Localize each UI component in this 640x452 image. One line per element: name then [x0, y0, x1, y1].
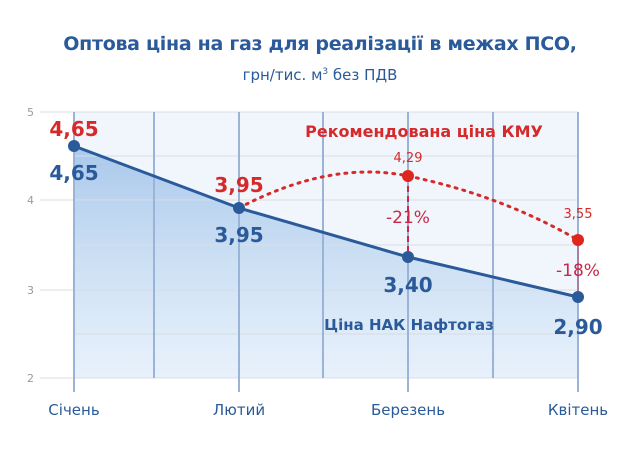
price-area-fill: [74, 146, 578, 378]
subtitle-suffix: без ПДВ: [328, 66, 398, 84]
point-naftogaz-lyutyi: [233, 202, 245, 214]
annotation-pct-berezen: -21%: [386, 208, 430, 228]
point-naftogaz-sichen: [68, 140, 80, 152]
subtitle-superscript: 3: [322, 67, 329, 77]
point-kmu-kviten: [572, 234, 584, 246]
label-kmu-berezen: 4,29: [394, 151, 423, 166]
x-tick-lyutyi: Лютий: [213, 401, 265, 419]
y-tick-4: 4: [27, 194, 34, 207]
label-naftogaz-sichen: 4,65: [49, 161, 98, 185]
naftogaz-price-line: [73, 144, 579, 299]
label-naftogaz-berezen: 3,40: [383, 273, 432, 297]
x-tick-berezen: Березень: [371, 401, 445, 419]
y-tick-5: 5: [27, 106, 34, 119]
label-naftogaz-lyutyi: 3,95: [214, 223, 263, 247]
annotation-pct-kviten: -18%: [556, 261, 600, 281]
subtitle-unit: грн/тис. м: [242, 66, 323, 84]
label-kmu-sichen: 4,65: [49, 117, 98, 141]
label-naftogaz-kviten: 2,90: [553, 315, 602, 339]
y-tick-3: 3: [27, 284, 34, 297]
chart-subtitle: грн/тис. м3 без ПДВ: [0, 66, 640, 84]
point-naftogaz-kviten: [572, 291, 584, 303]
point-kmu-berezen: [402, 170, 414, 182]
x-tick-kviten: Квітень: [548, 401, 608, 419]
chart-title: Оптова ціна на газ для реалізації в межа…: [63, 33, 577, 55]
label-kmu-lyutyi: 3,95: [214, 173, 263, 197]
x-tick-sichen: Січень: [48, 401, 99, 419]
label-kmu-kviten: 3,55: [564, 207, 593, 222]
y-tick-2: 2: [27, 372, 34, 385]
legend-kmu-recommended: Рекомендована ціна КМУ: [305, 122, 543, 141]
point-naftogaz-berezen: [402, 251, 414, 263]
legend-naftogaz-price: Ціна НАК Нафтогаз: [324, 316, 494, 334]
